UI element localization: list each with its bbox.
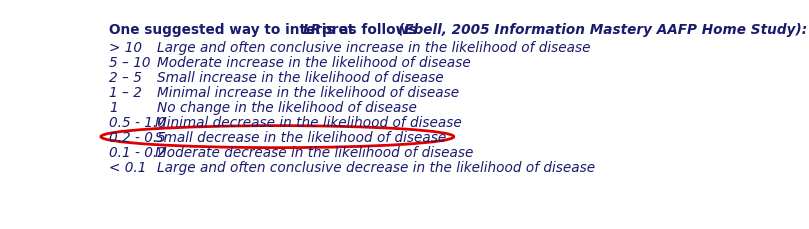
Text: 2 – 5: 2 – 5	[109, 70, 142, 84]
Text: Large and often conclusive decrease in the likelihood of disease: Large and often conclusive decrease in t…	[157, 160, 595, 174]
Text: Minimal decrease in the likelihood of disease: Minimal decrease in the likelihood of di…	[155, 115, 461, 129]
Text: Small increase in the likelihood of disease: Small increase in the likelihood of dise…	[157, 70, 443, 84]
Text: No change in the likelihood of disease: No change in the likelihood of disease	[157, 100, 417, 114]
Text: 0.2 - 0.5: 0.2 - 0.5	[109, 130, 166, 144]
Text: 0.5 - 1.0: 0.5 - 1.0	[109, 115, 166, 129]
Text: 0.1 - 0.2: 0.1 - 0.2	[109, 145, 166, 159]
Text: Moderate increase in the likelihood of disease: Moderate increase in the likelihood of d…	[157, 55, 471, 69]
Text: Large and often conclusive increase in the likelihood of disease: Large and often conclusive increase in t…	[157, 40, 591, 54]
Text: (Ebell, 2005 Information Mastery AAFP Home Study):: (Ebell, 2005 Information Mastery AAFP Ho…	[398, 23, 807, 37]
Text: 5 – 10: 5 – 10	[109, 55, 150, 69]
Text: 1: 1	[109, 100, 117, 114]
Text: Moderate decrease in the likelihood of disease: Moderate decrease in the likelihood of d…	[155, 145, 473, 159]
Text: 1 – 2: 1 – 2	[109, 85, 142, 99]
Text: Small decrease in the likelihood of disease: Small decrease in the likelihood of dise…	[155, 130, 446, 144]
Text: Minimal increase in the likelihood of disease: Minimal increase in the likelihood of di…	[157, 85, 459, 99]
Text: is as follows: is as follows	[317, 23, 421, 37]
Text: > 10: > 10	[109, 40, 142, 54]
Text: One suggested way to interpret: One suggested way to interpret	[109, 23, 359, 37]
Text: LR: LR	[303, 23, 322, 37]
Text: < 0.1: < 0.1	[109, 160, 146, 174]
